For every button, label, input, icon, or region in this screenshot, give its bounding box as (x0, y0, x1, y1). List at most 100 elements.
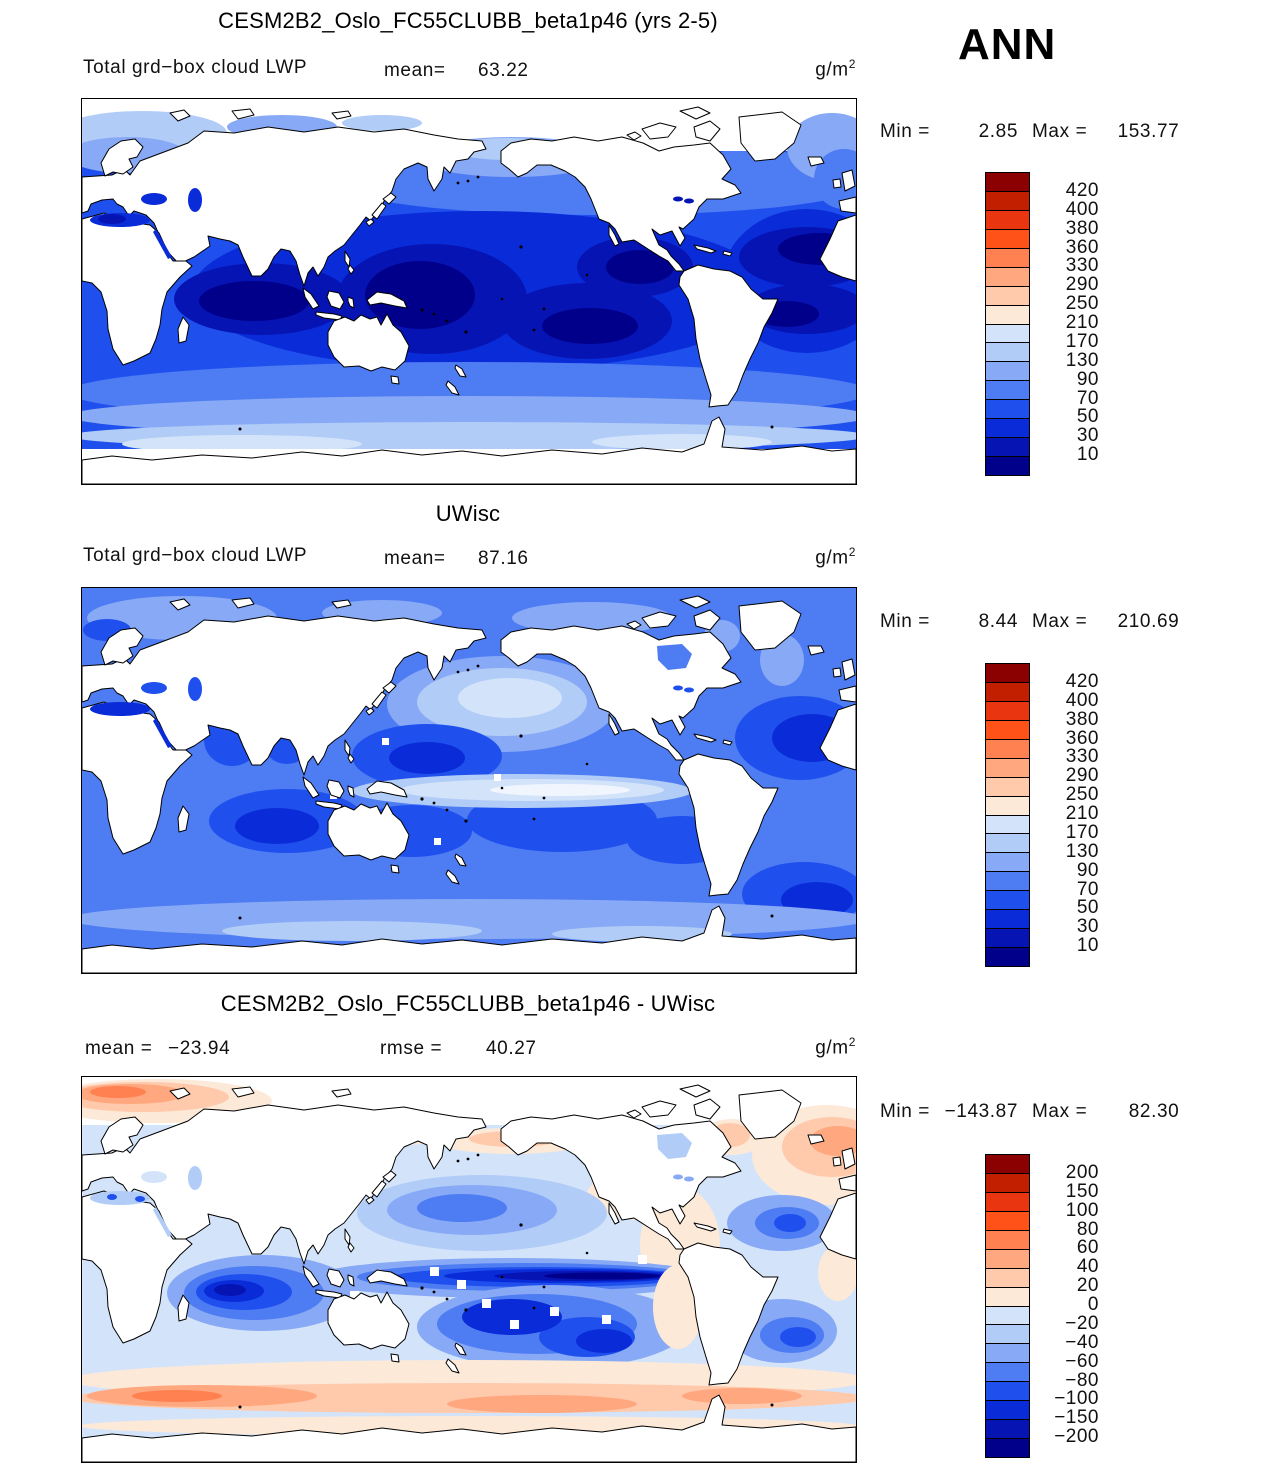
colorbar-cell (986, 1306, 1029, 1326)
colorbar-cell (986, 1420, 1029, 1440)
colorbar-tick-label: 250 (1065, 293, 1099, 315)
colorbar-cell (986, 438, 1029, 458)
colorbar-cell (986, 815, 1029, 835)
colorbar-tick-label: 420 (1065, 179, 1099, 201)
colorbar-tick-label: 50 (1076, 406, 1099, 428)
colorbar-tick-label: 360 (1065, 727, 1099, 749)
colorbar-cell (986, 248, 1029, 268)
panel3-map (81, 1076, 857, 1463)
colorbar-tick-label: −40 (1065, 1331, 1099, 1353)
panel3-ocean-field (82, 1077, 856, 1462)
panel2-min-label: Min = (880, 611, 930, 632)
colorbar-tick-label: 10 (1076, 935, 1099, 957)
colorbar-cell (986, 1230, 1029, 1250)
colorbar-cell (986, 1211, 1029, 1231)
colorbar-cell (986, 701, 1029, 721)
colorbar-cell (986, 1268, 1029, 1288)
colorbar-tick-label: 210 (1065, 803, 1099, 824)
panel1-min-value: 2.85 (978, 121, 1018, 142)
colorbar-tick-label: 400 (1065, 689, 1099, 711)
colorbar-tick-label: 130 (1065, 349, 1099, 371)
colorbar-tick-label: 60 (1076, 1237, 1099, 1259)
colorbar-cell (986, 1363, 1029, 1383)
colorbar-cell (986, 929, 1029, 949)
colorbar-cell (986, 305, 1029, 325)
panel2-min-value: 8.44 (978, 611, 1018, 632)
colorbar-tick-label: 250 (1065, 784, 1099, 806)
colorbar-tick-label: 10 (1076, 444, 1099, 466)
colorbar-tick-label: 170 (1065, 821, 1099, 843)
panel1-max-value: 153.77 (1117, 121, 1180, 142)
colorbar-cell (986, 457, 1029, 475)
colorbar-cell (986, 910, 1029, 930)
panel3-map-svg (82, 1077, 856, 1462)
panel3-subheader: mean = −23.94 rmse = 40.27 g/m2 (0, 1035, 1285, 1061)
colorbar-cell (986, 400, 1029, 420)
colorbar-cell (986, 1173, 1029, 1193)
colorbar-tick-label: −20 (1065, 1312, 1099, 1334)
panel1-map-svg (82, 99, 856, 484)
colorbar-tick-label: 90 (1076, 368, 1099, 390)
panel2-minmax: Min = 8.44 Max = 210.69 (880, 611, 1210, 633)
colorbar-cell (986, 891, 1029, 911)
panel3-rmse-value: 40.27 (486, 1038, 537, 1059)
colorbar-cell (986, 1155, 1029, 1174)
panel2-title: UWisc (435, 501, 501, 526)
colorbar-scale (985, 172, 1030, 476)
colorbar-cell (986, 1439, 1029, 1457)
panel3-mean-value: −23.94 (168, 1038, 231, 1059)
panel2-max-label: Max = (1032, 611, 1088, 632)
panel2-max-value: 210.69 (1117, 611, 1180, 632)
panel3-min-label: Min = (880, 1101, 930, 1122)
colorbar-tick-label: 210 (1065, 312, 1099, 333)
colorbar-cell (986, 191, 1029, 211)
panel3-min-value: −143.87 (944, 1101, 1018, 1122)
colorbar-tick-label: 0 (1087, 1294, 1099, 1315)
panel1-max-label: Max = (1032, 121, 1088, 142)
panel2-mean-value: 87.16 (478, 548, 529, 569)
colorbar-tick-label: 150 (1065, 1180, 1099, 1202)
colorbar-tick-label: 40 (1076, 1256, 1099, 1278)
panel3-rmse-label: rmse = (380, 1038, 443, 1059)
panel1-variable-label: Total grd−box cloud LWP (83, 57, 308, 78)
colorbar-tick-label: 100 (1065, 1199, 1099, 1221)
colorbar-tick-label: −150 (1054, 1407, 1099, 1429)
colorbar-tick-label: −80 (1065, 1369, 1099, 1391)
panel1-subheader: Total grd−box cloud LWP mean= 63.22 g/m2 (0, 57, 1285, 83)
panel3-units: g/m2 (815, 1035, 856, 1059)
colorbar-cell (986, 286, 1029, 306)
colorbar-cell (986, 1325, 1029, 1345)
panel2-colorbar: 420 400 380 360 330 290 250 210 170 130 90 70 50 30 10 (985, 663, 1165, 967)
colorbar-tick-label: 290 (1065, 274, 1099, 296)
colorbar-cell (986, 1344, 1029, 1364)
colorbar-cell (986, 777, 1029, 797)
colorbar-cell (986, 324, 1029, 344)
colorbar-cell (986, 1287, 1029, 1307)
colorbar-cell (986, 853, 1029, 873)
panel3-max-value: 82.30 (1128, 1101, 1180, 1122)
panel3-max-label: Max = (1032, 1101, 1088, 1122)
colorbar-cell (986, 419, 1029, 439)
colorbar-cell (986, 1382, 1029, 1402)
panel1-inland-seas (90, 188, 694, 259)
panel3-colorbar: 200 150 100 80 60 40 20 0 −20 −40 −60 −80 −100 −150 −2… (985, 1154, 1165, 1458)
colorbar-cell (986, 682, 1029, 702)
colorbar-tick-label: 400 (1065, 198, 1099, 220)
colorbar-tick-label: 20 (1076, 1275, 1099, 1297)
panel1-colorbar: 420 400 380 360 330 290 250 210 170 130 90 70 50 30 10 (985, 172, 1165, 476)
colorbar-cell (986, 267, 1029, 287)
colorbar-cell (986, 758, 1029, 778)
colorbar-cell (986, 343, 1029, 363)
colorbar-cell (986, 362, 1029, 382)
colorbar-cell (986, 872, 1029, 892)
colorbar-cell (986, 173, 1029, 192)
panel2-variable-label: Total grd−box cloud LWP (83, 545, 308, 566)
panel1-units: g/m2 (815, 57, 856, 81)
panel1-mean-label: mean= (384, 60, 446, 81)
colorbar-tick-label: 50 (1076, 897, 1099, 919)
colorbar-tick-label: 330 (1065, 255, 1099, 277)
panel2-subheader: Total grd−box cloud LWP mean= 87.16 g/m2 (0, 545, 1285, 571)
panel2-mean-label: mean= (384, 548, 446, 569)
panel2-map (81, 587, 857, 974)
